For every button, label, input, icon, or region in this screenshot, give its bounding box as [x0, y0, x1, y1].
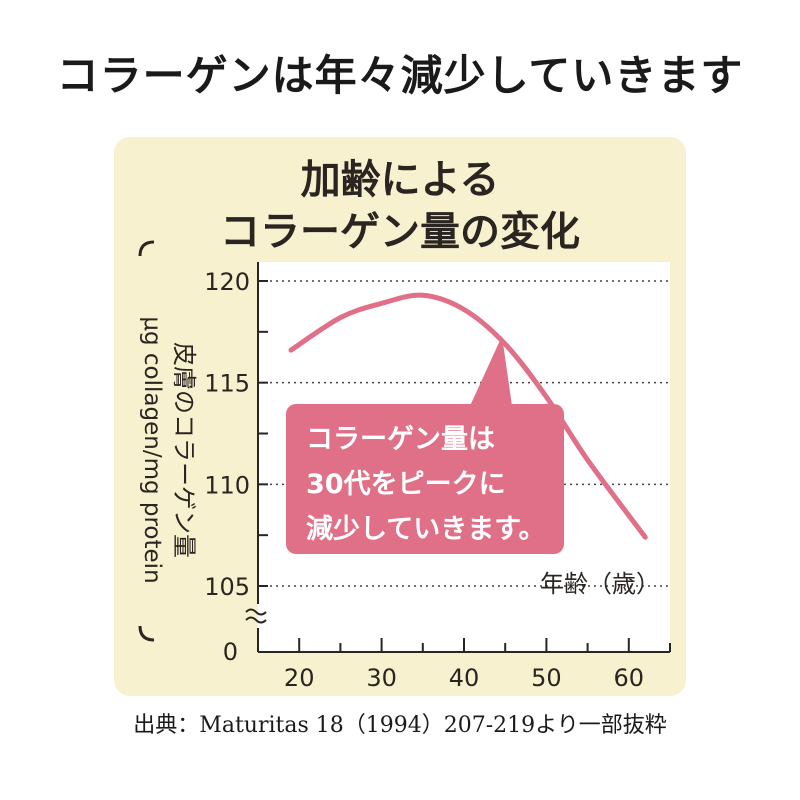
chart-title-line-1: 加齢による [300, 156, 500, 203]
x-tick-label: 50 [531, 664, 562, 692]
x-tick-label: 30 [366, 664, 397, 692]
x-tick-label: 20 [284, 664, 315, 692]
y-unit-bracket-top [138, 240, 155, 257]
y-tick-label: 110 [204, 471, 250, 499]
callout-line-2: 30代をピークに [306, 469, 506, 500]
callout-box [286, 404, 564, 554]
x-axis-label: 年齢（歳） [540, 570, 660, 598]
y-tick-label: 115 [204, 370, 250, 398]
y-axis-label-ja: 皮膚のコラーゲン量 [170, 342, 198, 558]
collagen-series-line [288, 292, 648, 540]
x-tick-label: 40 [449, 664, 480, 692]
source-citation: 出典：Maturitas 18（1994）207-219より一部抜粋 [133, 713, 667, 738]
chart-title-line-2: コラーゲン量の変化 [220, 208, 580, 255]
callout-line-3: 減少していきます。 [306, 514, 546, 545]
y-zero-label: 0 [223, 638, 238, 666]
y-tick-label: 105 [204, 573, 250, 601]
x-tick-label: 60 [614, 664, 645, 692]
page-headline: コラーゲンは年々減少していきます [56, 51, 744, 100]
callout-line-1: コラーゲン量は [306, 424, 495, 455]
y-unit-bracket-bottom [138, 625, 155, 642]
y-axis-label-unit: μg collagen/mg protein [139, 316, 165, 583]
callout-pointer [470, 336, 512, 406]
y-tick-label: 120 [204, 268, 250, 296]
y-axis-break [245, 608, 267, 624]
